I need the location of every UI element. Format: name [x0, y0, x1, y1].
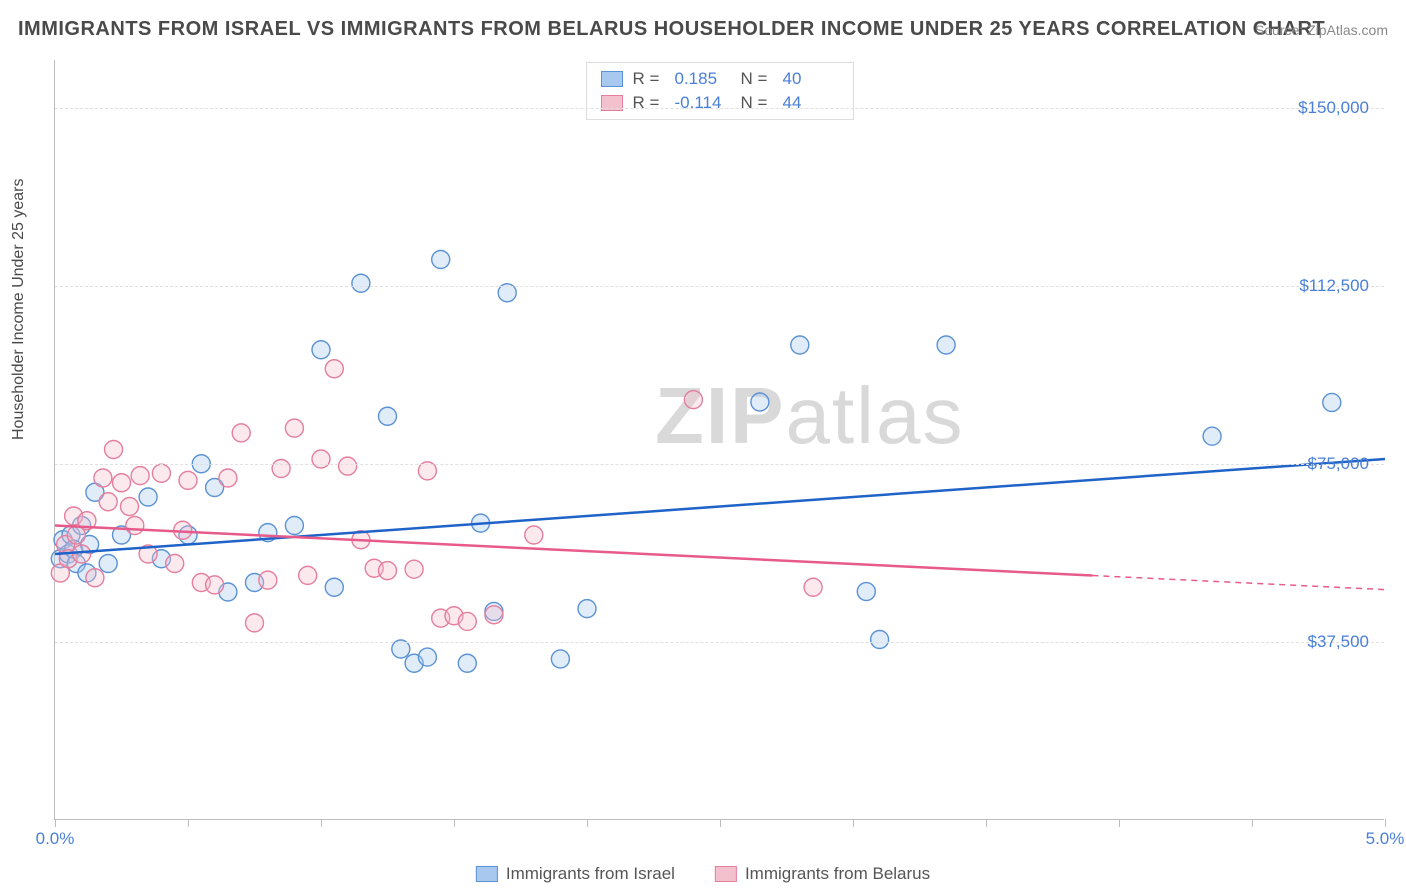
y-tick-label: $112,500: [1299, 276, 1369, 296]
gridline-h: [55, 286, 1384, 287]
scatter-point: [418, 648, 436, 666]
series-legend: Immigrants from Israel Immigrants from B…: [476, 864, 930, 884]
scatter-point: [804, 578, 822, 596]
scatter-point: [751, 393, 769, 411]
scatter-point: [325, 578, 343, 596]
x-tick-label: 0.0%: [36, 829, 75, 849]
x-tick: [720, 819, 721, 827]
scatter-point: [405, 560, 423, 578]
x-tick: [55, 819, 56, 827]
swatch-israel: [476, 866, 498, 882]
x-tick: [587, 819, 588, 827]
scatter-point: [458, 612, 476, 630]
scatter-point: [352, 274, 370, 292]
x-tick: [853, 819, 854, 827]
y-tick-label: $37,500: [1308, 632, 1369, 652]
scatter-point: [272, 460, 290, 478]
scatter-point: [551, 650, 569, 668]
scatter-point: [684, 391, 702, 409]
scatter-point: [73, 545, 91, 563]
scatter-point: [152, 464, 170, 482]
legend-item-israel: Immigrants from Israel: [476, 864, 675, 884]
gridline-h: [55, 642, 1384, 643]
trend-line-extrapolated: [1092, 576, 1385, 590]
scatter-point: [139, 488, 157, 506]
scatter-point: [525, 526, 543, 544]
scatter-point: [379, 562, 397, 580]
scatter-point: [285, 419, 303, 437]
scatter-point: [299, 566, 317, 584]
legend-label-israel: Immigrants from Israel: [506, 864, 675, 884]
scatter-point: [312, 341, 330, 359]
scatter-point: [458, 654, 476, 672]
x-tick: [1385, 819, 1386, 827]
scatter-point: [578, 600, 596, 618]
x-tick: [986, 819, 987, 827]
gridline-h: [55, 108, 1384, 109]
scatter-point: [246, 614, 264, 632]
legend-item-belarus: Immigrants from Belarus: [715, 864, 930, 884]
scatter-point: [179, 471, 197, 489]
scatter-point: [166, 555, 184, 573]
scatter-point: [113, 474, 131, 492]
scatter-point: [126, 517, 144, 535]
scatter-point: [1323, 393, 1341, 411]
scatter-point: [432, 251, 450, 269]
scatter-point: [339, 457, 357, 475]
scatter-point: [312, 450, 330, 468]
scatter-point: [379, 407, 397, 425]
scatter-point: [105, 441, 123, 459]
scatter-point: [206, 576, 224, 594]
chart-title: IMMIGRANTS FROM ISRAEL VS IMMIGRANTS FRO…: [18, 18, 1325, 41]
legend-label-belarus: Immigrants from Belarus: [745, 864, 930, 884]
scatter-point: [1203, 427, 1221, 445]
y-axis-label: Householder Income Under 25 years: [10, 179, 28, 440]
scatter-point: [86, 569, 104, 587]
scatter-point: [219, 469, 237, 487]
scatter-point: [99, 555, 117, 573]
scatter-point: [131, 467, 149, 485]
gridline-h: [55, 464, 1384, 465]
scatter-point: [285, 517, 303, 535]
scatter-point: [937, 336, 955, 354]
scatter-point: [857, 583, 875, 601]
x-tick: [1252, 819, 1253, 827]
trend-line: [55, 459, 1385, 554]
scatter-point: [99, 493, 117, 511]
trend-line: [55, 526, 1092, 576]
scatter-point: [485, 606, 503, 624]
chart-container: IMMIGRANTS FROM ISRAEL VS IMMIGRANTS FRO…: [0, 0, 1406, 892]
x-tick: [188, 819, 189, 827]
scatter-point: [791, 336, 809, 354]
y-tick-label: $75,000: [1308, 454, 1369, 474]
plot-area: ZIPatlas R = 0.185 N = 40 R = -0.114 N =…: [54, 60, 1384, 820]
plot-svg: [55, 60, 1384, 819]
scatter-point: [325, 360, 343, 378]
scatter-point: [232, 424, 250, 442]
scatter-point: [871, 631, 889, 649]
x-tick-label: 5.0%: [1366, 829, 1405, 849]
y-tick-label: $150,000: [1298, 98, 1369, 118]
scatter-point: [94, 469, 112, 487]
x-tick: [454, 819, 455, 827]
x-tick: [1119, 819, 1120, 827]
scatter-point: [259, 571, 277, 589]
source-label: Source: ZipAtlas.com: [1255, 22, 1388, 38]
scatter-point: [120, 498, 138, 516]
swatch-belarus: [715, 866, 737, 882]
x-tick: [321, 819, 322, 827]
